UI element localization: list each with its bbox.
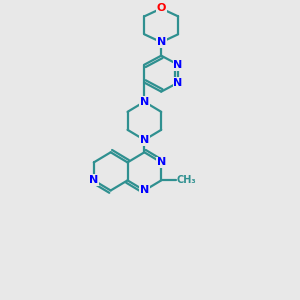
Text: CH₃: CH₃	[176, 176, 196, 185]
Text: O: O	[157, 4, 166, 14]
Text: N: N	[173, 78, 183, 88]
Text: N: N	[173, 60, 183, 70]
Text: N: N	[140, 135, 149, 145]
Text: N: N	[157, 37, 166, 47]
Text: N: N	[140, 97, 149, 107]
Text: N: N	[89, 176, 98, 185]
Text: N: N	[157, 158, 166, 167]
Text: N: N	[140, 185, 149, 196]
